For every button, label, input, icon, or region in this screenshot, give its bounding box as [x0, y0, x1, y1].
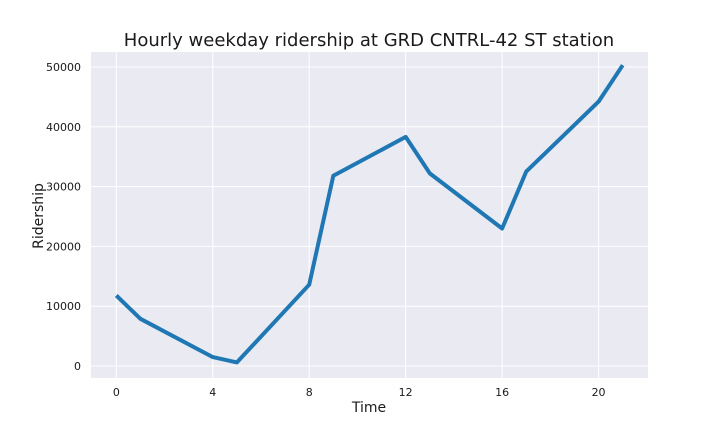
series-group: [114, 64, 625, 365]
x-tick-label: 20: [592, 386, 606, 399]
y-tick-label: 10000: [46, 300, 81, 313]
x-axis-label: Time: [351, 400, 386, 416]
y-tick-label: 50000: [46, 61, 81, 74]
y-tick-label: 0: [74, 360, 81, 373]
y-tick-label: 30000: [46, 181, 81, 194]
y-tick-label: 40000: [46, 121, 81, 134]
x-tick-label: 4: [209, 386, 216, 399]
y-tick-labels: 0 10000 20000 30000 40000 50000: [46, 61, 81, 373]
x-tick-label: 8: [306, 386, 313, 399]
y-axis-label: Ridership: [31, 183, 47, 249]
chart-title: Hourly weekday ridership at GRD CNTRL-42…: [124, 30, 614, 51]
x-tick-label: 12: [399, 386, 413, 399]
plot-area: [91, 52, 648, 378]
x-tick-label: 0: [113, 386, 120, 399]
x-tick-label: 16: [495, 386, 509, 399]
x-gridlines: [115, 52, 600, 378]
y-gridlines: [91, 66, 648, 367]
y-tick-label: 20000: [46, 240, 81, 253]
x-tick-labels: 0 4 8 12 16 20: [113, 386, 606, 399]
series-line-0: [114, 64, 625, 365]
